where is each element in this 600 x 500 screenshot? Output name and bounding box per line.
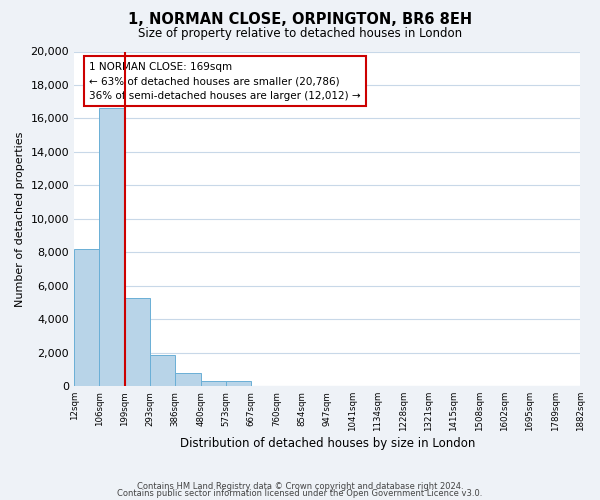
Bar [226, 381, 251, 386]
Bar [74, 249, 100, 386]
Bar [150, 355, 175, 386]
Text: Size of property relative to detached houses in London: Size of property relative to detached ho… [138, 28, 462, 40]
Bar [200, 381, 226, 386]
Bar [100, 108, 125, 386]
Bar [125, 298, 150, 386]
Y-axis label: Number of detached properties: Number of detached properties [15, 131, 25, 306]
Text: Contains public sector information licensed under the Open Government Licence v3: Contains public sector information licen… [118, 490, 482, 498]
Text: Contains HM Land Registry data © Crown copyright and database right 2024.: Contains HM Land Registry data © Crown c… [137, 482, 463, 491]
Text: 1, NORMAN CLOSE, ORPINGTON, BR6 8EH: 1, NORMAN CLOSE, ORPINGTON, BR6 8EH [128, 12, 472, 28]
Text: 1 NORMAN CLOSE: 169sqm
← 63% of detached houses are smaller (20,786)
36% of semi: 1 NORMAN CLOSE: 169sqm ← 63% of detached… [89, 62, 361, 101]
Bar [175, 373, 200, 386]
X-axis label: Distribution of detached houses by size in London: Distribution of detached houses by size … [179, 437, 475, 450]
